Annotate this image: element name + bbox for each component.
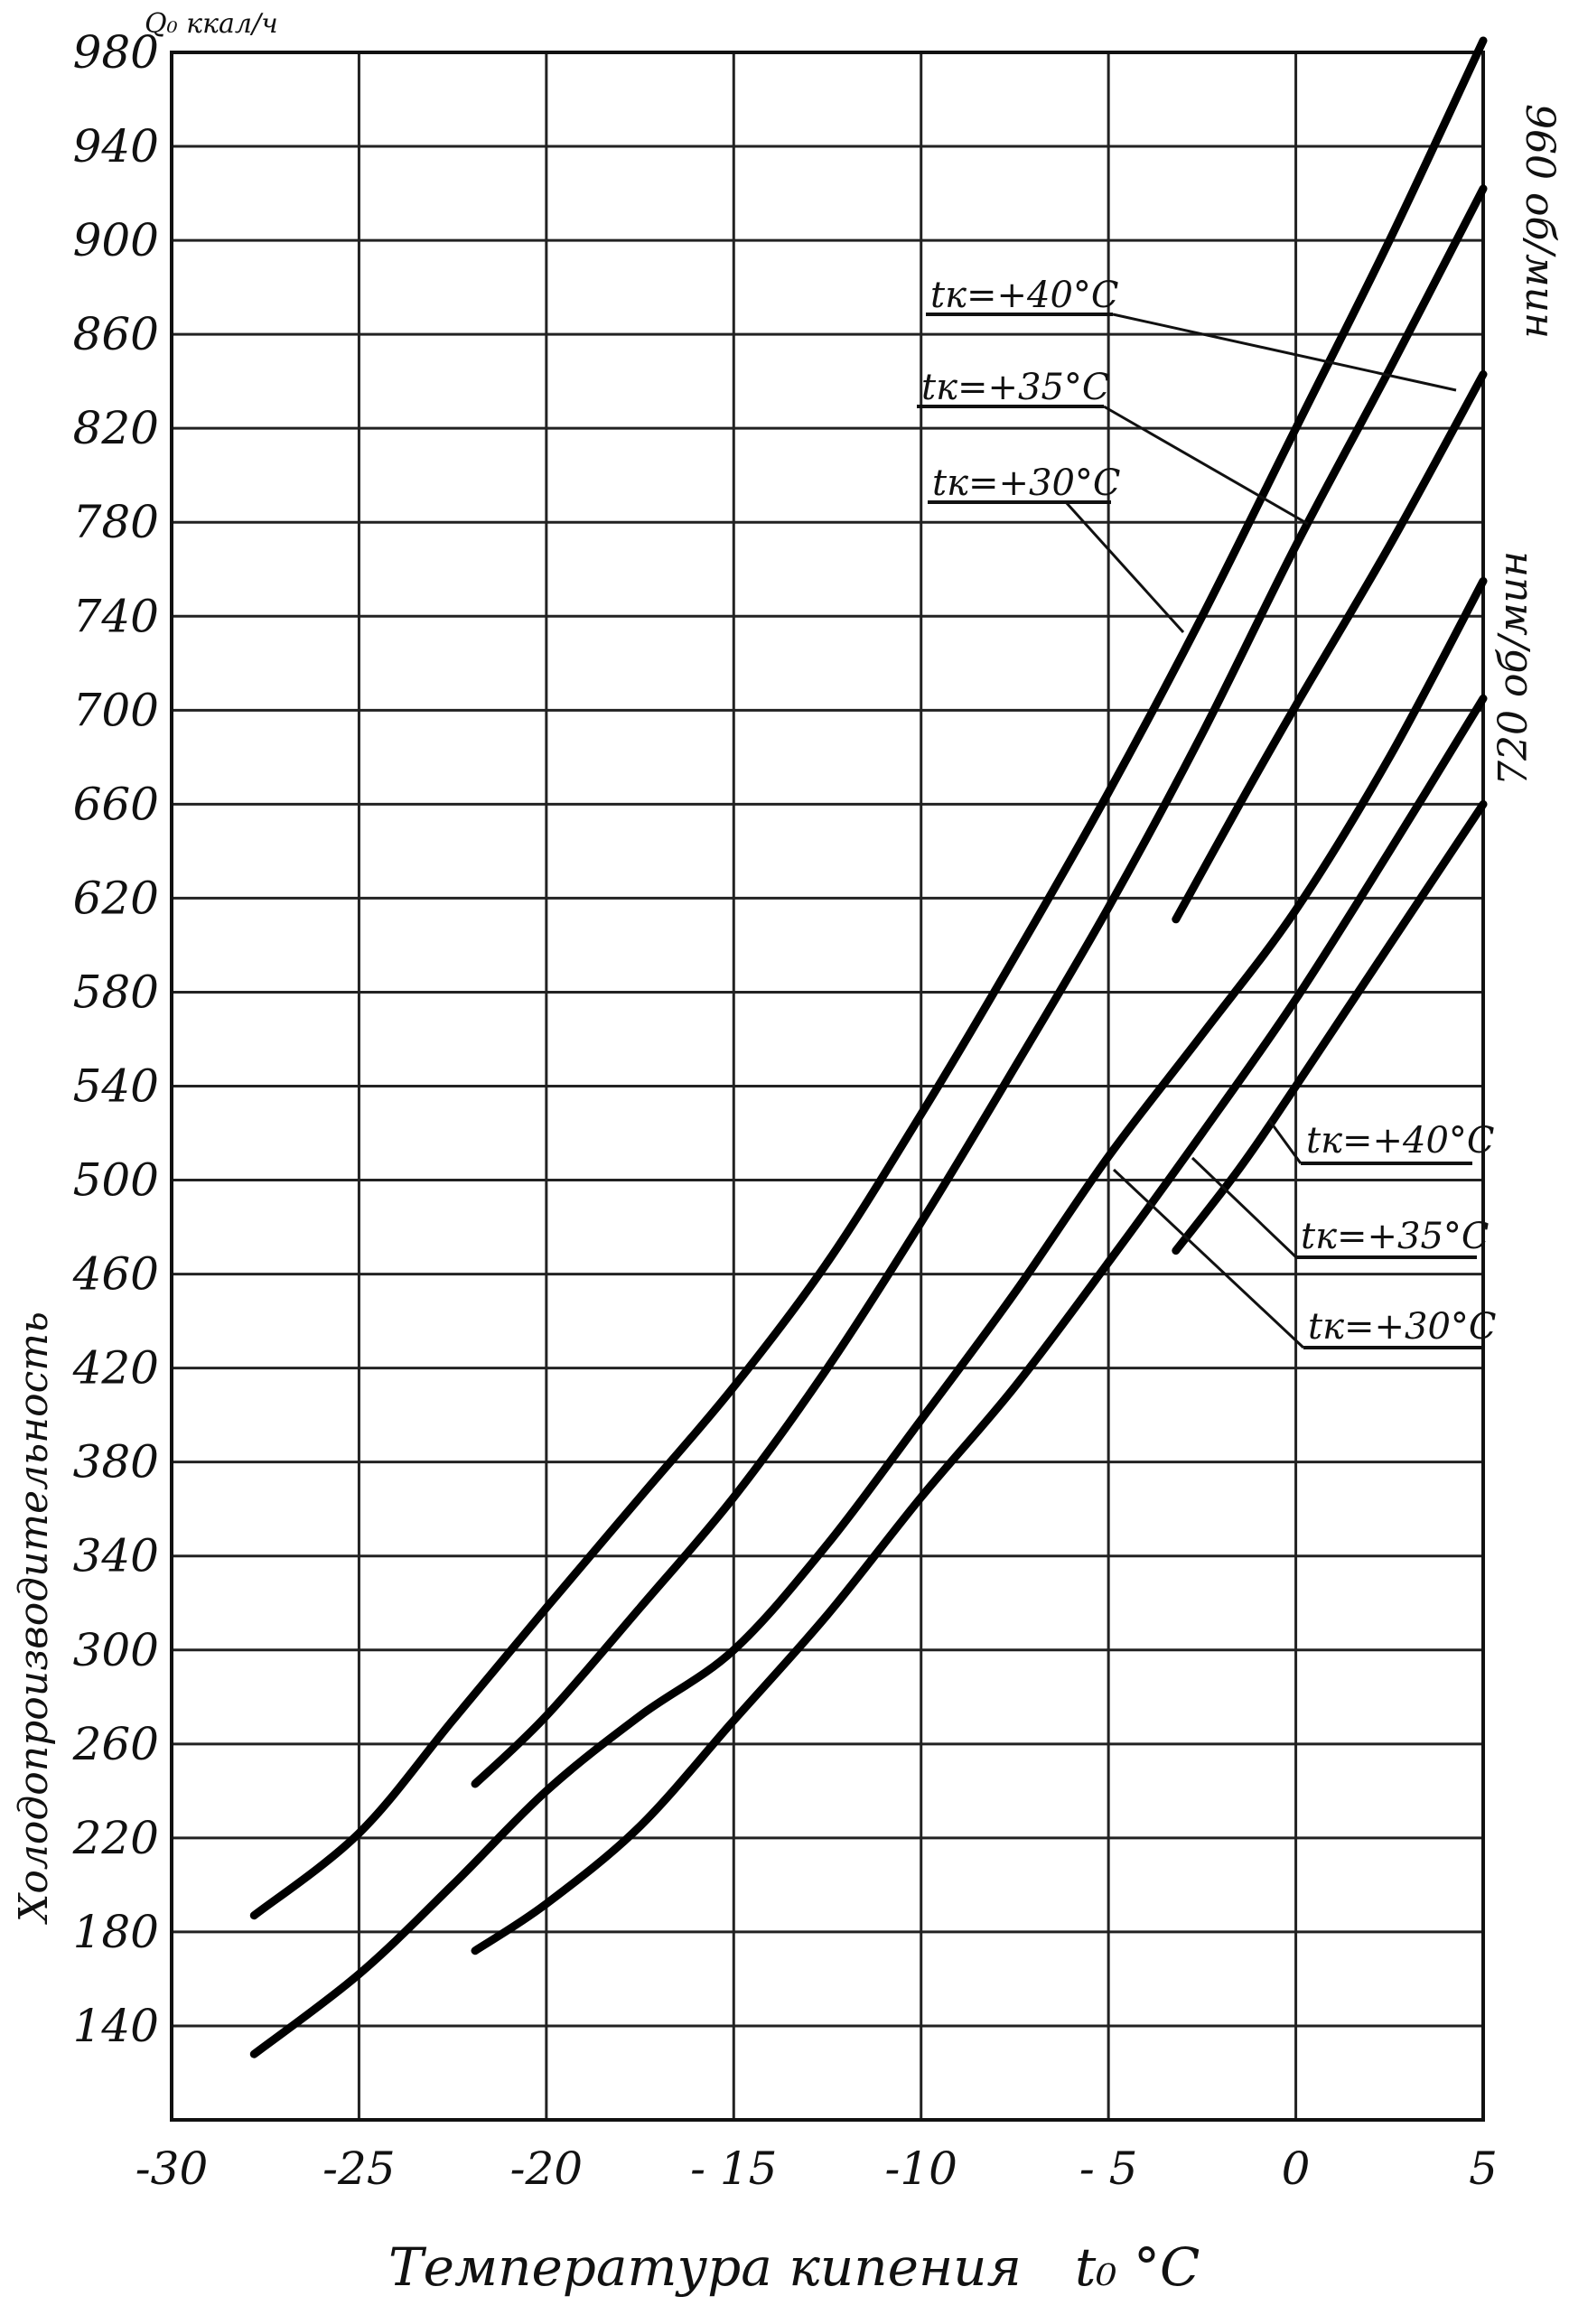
x-tick-label: - 5 [1079, 2142, 1138, 2195]
y-tick-label: 860 [73, 308, 159, 360]
y-tick-label: 540 [73, 1060, 159, 1113]
y-tick-label: 740 [73, 590, 159, 642]
leader-line [1103, 405, 1309, 526]
x-axis-label: Температура кипения [388, 2236, 1022, 2298]
y-tick-label: 140 [73, 2000, 159, 2052]
y-tick-label: 460 [72, 1248, 159, 1301]
y-tick-label: 340 [73, 1530, 159, 1582]
x-tick-label: - 15 [690, 2142, 777, 2195]
y-tick-label: 940 [73, 120, 159, 173]
y-tick-label: 220 [72, 1812, 159, 1864]
y-unit-label: Q₀ ккал/ч [145, 8, 278, 40]
series-annotation: tк=+35°C [1301, 1216, 1490, 1257]
series-annotation: tк=+30°C [1308, 1306, 1497, 1348]
leader-line [1267, 1119, 1303, 1164]
series-line-0 [249, 36, 1488, 1920]
x-tick-label: 0 [1282, 2142, 1311, 2195]
y-tick-label: 420 [72, 1342, 159, 1395]
y-axis-label: Холодопроизводительность [11, 1311, 57, 1925]
series-line-3 [249, 576, 1488, 2058]
series-line-5 [1172, 799, 1488, 1255]
y-tick-label: 300 [73, 1624, 159, 1676]
series-annotation: tк=+30°C [932, 462, 1121, 504]
series-annotation: tк=+40°C [1306, 1120, 1495, 1162]
y-tick-label: 900 [73, 214, 159, 266]
leader-line [1191, 1156, 1298, 1259]
leader-line [1112, 1168, 1305, 1349]
series-line-2 [1172, 369, 1488, 924]
series-curves [249, 36, 1488, 2058]
x-tick-label: -10 [884, 2142, 957, 2195]
series-annotation: tк=+40°C [930, 275, 1119, 316]
x-tick-label: 5 [1469, 2142, 1498, 2195]
series-line-4 [471, 694, 1488, 1955]
y-tick-label: 580 [73, 966, 159, 1018]
y-tick-label: 660 [73, 778, 159, 830]
leader-line [1112, 313, 1457, 392]
x-tick-labels: -30 -25 -20 - 15 -10 - 5 0 5 [135, 2142, 1498, 2195]
x-tick-label: -20 [510, 2142, 584, 2195]
x-axis-symbol: t₀ °C [1075, 2236, 1200, 2298]
y-tick-label: 500 [73, 1154, 159, 1207]
y-tick-label: 980 [73, 26, 159, 79]
y-tick-label: 180 [73, 1906, 159, 1958]
y-tick-label: 620 [73, 872, 159, 924]
y-tick-label: 780 [73, 496, 159, 548]
x-tick-label: -30 [135, 2142, 209, 2195]
series-annotation: tк=+35°C [921, 367, 1110, 408]
y-tick-labels: 140 180 220 260 300 340 380 420 460 500 540 580 620 6… [72, 26, 159, 2052]
series-line-1 [471, 184, 1488, 1788]
y-tick-label: 700 [73, 684, 159, 736]
speed-label-720: 720 об/мин [1490, 551, 1536, 786]
y-tick-label: 820 [73, 402, 159, 454]
y-tick-label: 380 [73, 1436, 159, 1489]
leader-line [1064, 500, 1185, 634]
x-tick-label: -25 [322, 2142, 396, 2195]
speed-label-960: 960 об/мин [1517, 104, 1563, 339]
y-tick-label: 260 [72, 1718, 159, 1770]
annotations: tк=+40°C tк=+35°C tк=+30°C tк=+40°C tк=+35°C… [917, 275, 1497, 1349]
grid [170, 51, 1485, 2120]
plot-frame [170, 51, 1485, 2122]
